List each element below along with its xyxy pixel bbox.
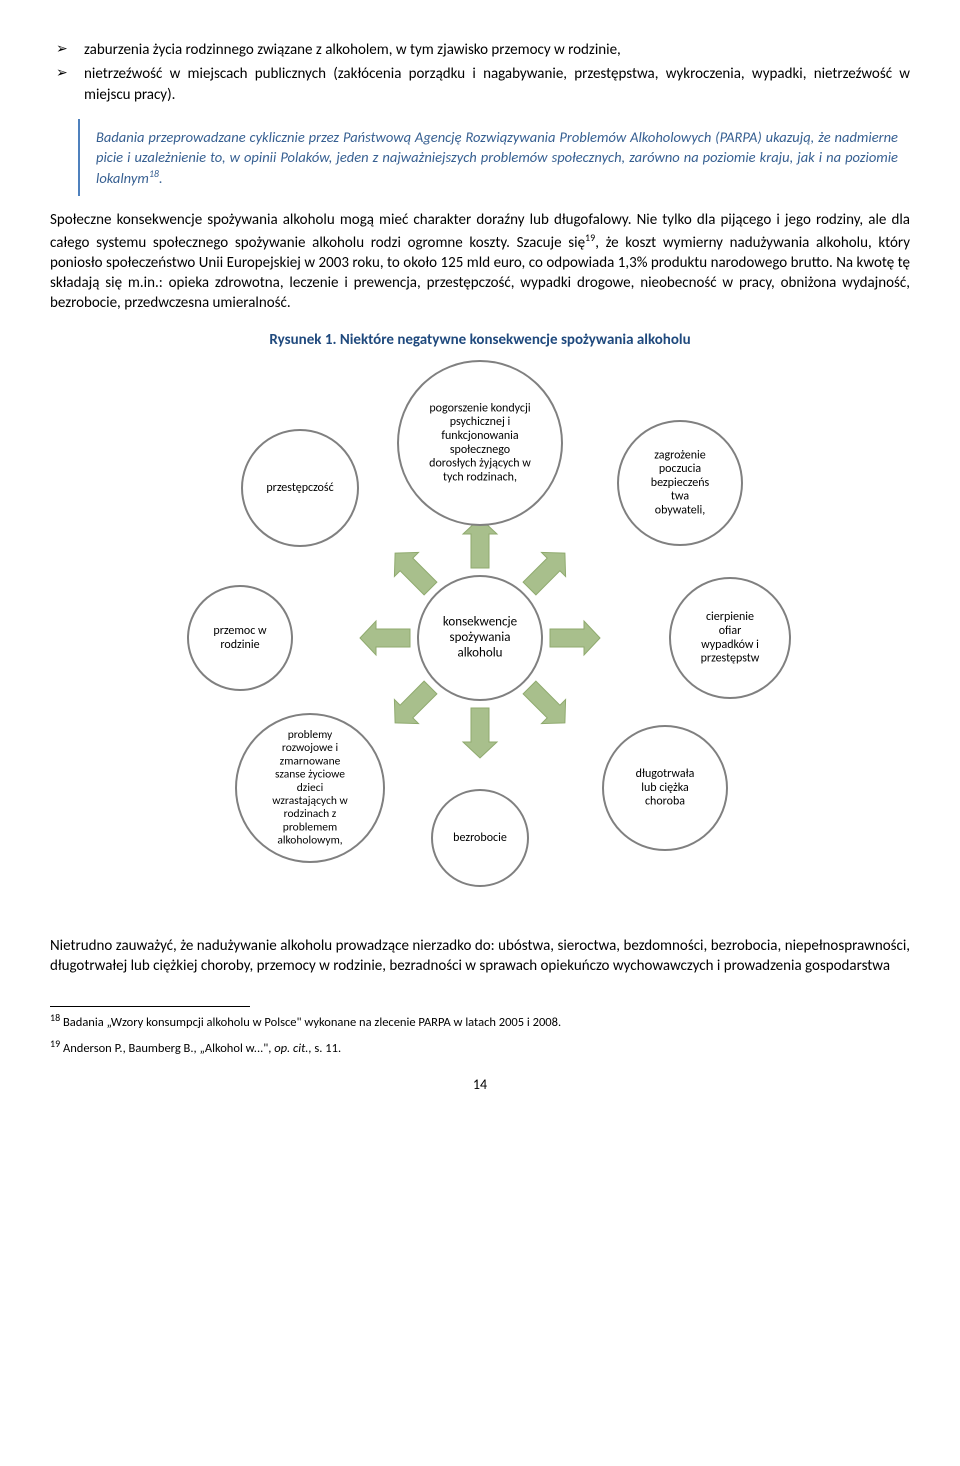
footnote-ref: 18 bbox=[149, 167, 159, 180]
svg-text:tych rodzinach,: tych rodzinach, bbox=[443, 470, 517, 484]
bullet-item: ➢ zaburzenia życia rodzinnego związane z… bbox=[50, 40, 910, 60]
svg-text:szanse życiowe: szanse życiowe bbox=[275, 767, 345, 781]
svg-text:bezrobocie: bezrobocie bbox=[453, 831, 507, 845]
svg-text:wypadków i: wypadków i bbox=[701, 638, 759, 652]
footnote-text: Badania „Wzory konsumpcji alkoholu w Pol… bbox=[60, 1016, 561, 1031]
bullet-item: ➢ nietrzeźwość w miejscach publicznych (… bbox=[50, 64, 910, 105]
footnote-italic: op. cit., bbox=[274, 1041, 311, 1056]
bullet-list: ➢ zaburzenia życia rodzinnego związane z… bbox=[50, 40, 910, 105]
svg-text:rozwojowe i: rozwojowe i bbox=[282, 741, 338, 755]
svg-text:konsekwencje: konsekwencje bbox=[443, 614, 517, 629]
svg-text:zmarnowane: zmarnowane bbox=[280, 754, 341, 768]
svg-text:rodzinie: rodzinie bbox=[220, 638, 259, 652]
svg-text:choroba: choroba bbox=[645, 795, 685, 809]
svg-text:ofiar: ofiar bbox=[719, 624, 742, 638]
svg-text:poczucia: poczucia bbox=[659, 462, 702, 476]
callout-box: Badania przeprowadzane cyklicznie przez … bbox=[78, 119, 910, 197]
svg-text:alkoholu: alkoholu bbox=[457, 646, 502, 661]
page-number: 14 bbox=[50, 1076, 910, 1095]
footnote: 19 Anderson P., Baumberg B., „Alkohol w.… bbox=[50, 1037, 910, 1058]
svg-text:pogorszenie kondycji: pogorszenie kondycji bbox=[429, 401, 530, 415]
svg-text:bezpieczeńs: bezpieczeńs bbox=[651, 476, 710, 490]
svg-text:przestępstw: przestępstw bbox=[701, 652, 760, 666]
svg-text:twa: twa bbox=[671, 490, 689, 504]
svg-text:dzieci: dzieci bbox=[297, 781, 323, 795]
footnote: 18 Badania „Wzory konsumpcji alkoholu w … bbox=[50, 1011, 910, 1032]
svg-text:problemy: problemy bbox=[288, 728, 333, 742]
svg-text:długotrwała: długotrwała bbox=[636, 767, 695, 781]
footnote-number: 18 bbox=[50, 1011, 60, 1024]
svg-text:przestępczość: przestępczość bbox=[266, 481, 333, 495]
footnote-text: s. 11. bbox=[312, 1041, 342, 1056]
svg-text:obywateli,: obywateli, bbox=[655, 503, 706, 517]
consequences-diagram: konsekwencjespożywaniaalkoholu pogorszeni… bbox=[160, 358, 800, 918]
footnote-number: 19 bbox=[50, 1037, 60, 1050]
svg-text:wzrastających w: wzrastających w bbox=[272, 794, 348, 808]
svg-text:zagrożenie: zagrożenie bbox=[654, 448, 706, 462]
svg-text:dorosłych żyjących w: dorosłych żyjących w bbox=[429, 457, 531, 471]
svg-text:cierpienie: cierpienie bbox=[706, 610, 754, 624]
footnote-ref: 19 bbox=[585, 231, 595, 244]
body-paragraph: Społeczne konsekwencje spożywania alkoho… bbox=[50, 210, 910, 313]
svg-text:lub ciężka: lub ciężka bbox=[641, 781, 689, 795]
callout-text: Badania przeprowadzane cyklicznie przez … bbox=[96, 128, 898, 187]
bullet-text: zaburzenia życia rodzinnego związane z a… bbox=[84, 40, 910, 60]
svg-text:psychicznej i: psychicznej i bbox=[450, 415, 511, 429]
svg-text:społecznego: społecznego bbox=[450, 443, 510, 457]
footnote-text: Anderson P., Baumberg B., „Alkohol w..."… bbox=[60, 1041, 274, 1056]
svg-text:alkoholowym,: alkoholowym, bbox=[277, 834, 342, 848]
footnote-separator bbox=[50, 1006, 250, 1007]
svg-text:funkcjonowania: funkcjonowania bbox=[441, 429, 519, 443]
figure-title: Rysunek 1. Niektóre negatywne konsekwenc… bbox=[50, 330, 910, 350]
arrow-bullet-icon: ➢ bbox=[50, 40, 84, 60]
svg-text:problemem: problemem bbox=[283, 820, 337, 834]
arrow-bullet-icon: ➢ bbox=[50, 64, 84, 105]
svg-text:spożywania: spożywania bbox=[450, 630, 511, 645]
bullet-text: nietrzeźwość w miejscach publicznych (za… bbox=[84, 64, 910, 105]
svg-text:rodzinach z: rodzinach z bbox=[284, 807, 337, 821]
callout-suffix: . bbox=[159, 169, 163, 187]
closing-paragraph: Nietrudno zauważyć, że nadużywanie alkoh… bbox=[50, 936, 910, 977]
svg-text:przemoc w: przemoc w bbox=[213, 624, 267, 638]
